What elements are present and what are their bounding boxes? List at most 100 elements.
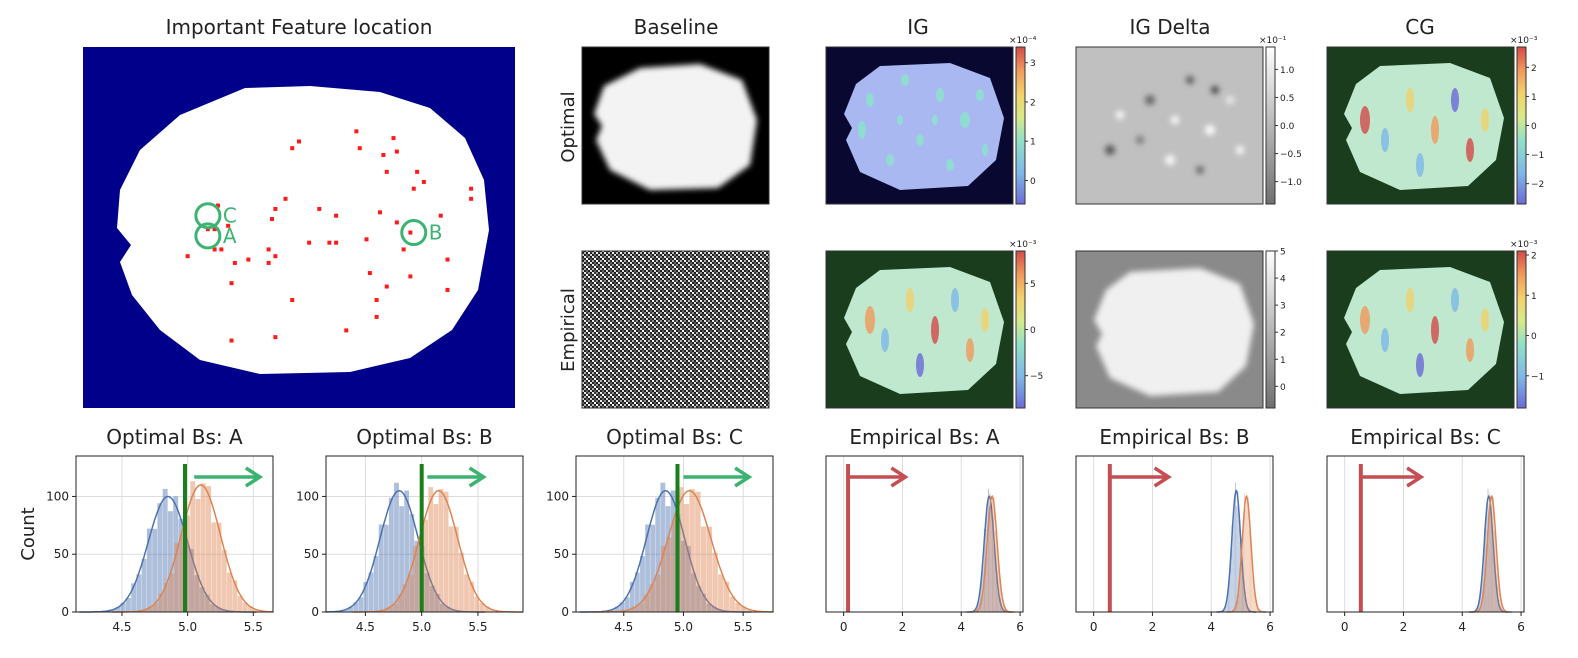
histogram-bar <box>242 602 248 612</box>
feature-map-title: Important Feature location <box>166 15 433 39</box>
feature-point <box>216 203 220 208</box>
colorbar-tick-label: 5 <box>1280 248 1286 258</box>
histogram-bar <box>158 593 164 612</box>
histogram-bar <box>672 519 678 612</box>
axes-frame <box>1075 455 1274 613</box>
histogram-bar <box>1232 524 1234 612</box>
histogram-bar <box>989 493 991 612</box>
histogram-bar <box>428 487 434 612</box>
histogram-bar <box>424 573 430 612</box>
colorbar-tick-label: 3 <box>1030 59 1036 69</box>
histogram-bar <box>1258 609 1260 612</box>
histogram-bar <box>1494 575 1496 612</box>
feature-point <box>334 213 339 218</box>
histogram-bar <box>1235 482 1236 612</box>
feature-point <box>229 281 234 286</box>
colorbars: ×10⁻⁴ 3 2 1 0 ×10⁻¹ 1.0 0.5 0.0 −0.5 −1.0 ×10⁻³ 2 1 0 −… <box>1009 36 1544 409</box>
histogram-bar <box>382 609 388 612</box>
feature-point <box>229 338 234 343</box>
histogram-bar <box>626 609 632 612</box>
colorbar-tick-label: 0.5 <box>1280 94 1294 104</box>
histogram-bar <box>997 587 999 612</box>
axes-frame <box>825 455 1024 613</box>
histogram-bar <box>392 603 398 612</box>
x-tick-label: 5.5 <box>244 620 263 634</box>
feature-point <box>226 223 231 228</box>
histogram-bar <box>474 596 480 612</box>
histogram-bar <box>1498 604 1500 612</box>
histogram-bar <box>1002 603 1004 612</box>
feature-point <box>421 179 426 184</box>
histogram-bar <box>981 595 983 612</box>
colorbar-tick-label: 2 <box>1531 64 1537 74</box>
colorbar-gradient <box>1265 46 1276 205</box>
histogram-bar <box>691 573 696 612</box>
histogram-bar <box>1243 524 1244 612</box>
y-tick-label: 50 <box>304 547 319 561</box>
histogram-bar <box>413 546 418 612</box>
colorbar-tick-label: 0 <box>1531 332 1537 342</box>
histogram-bar <box>718 574 724 612</box>
feature-point <box>185 254 190 259</box>
histogram-bar <box>363 581 369 612</box>
colorbar-tick-label: 1 <box>1531 292 1537 302</box>
histogram-bar <box>695 491 701 612</box>
histogram-bar <box>660 482 666 612</box>
histogram-bar <box>1478 602 1480 612</box>
feature-point <box>374 314 379 319</box>
histogram-bar <box>1489 496 1491 612</box>
histogram-bar <box>1248 530 1250 612</box>
histogram-bar <box>991 518 993 612</box>
colorbar-tick-label: 0 <box>1030 326 1036 336</box>
histogram-bar <box>1231 524 1233 612</box>
y-tick-label: 100 <box>296 489 319 503</box>
histogram-bar <box>1244 593 1246 612</box>
colorbar-tick-label: 0 <box>1030 177 1036 187</box>
histogram-bar <box>982 585 984 612</box>
x-tick-label: 0 <box>1090 620 1098 634</box>
histogram-bar <box>978 598 980 612</box>
histogram-bar <box>353 602 359 612</box>
histogram-bar <box>981 574 983 612</box>
histogram-bar <box>484 606 490 612</box>
histogram-bar <box>1486 540 1488 612</box>
histogram-bar <box>1240 549 1242 612</box>
histogram-bar <box>1494 530 1495 612</box>
colorbar-empirical-igdelta: 5 4 3 2 1 0 <box>1265 248 1286 409</box>
histogram-bar <box>1476 607 1478 612</box>
histogram-bar <box>1238 514 1240 612</box>
colorbar-tick-label: 2 <box>1280 329 1286 339</box>
histogram-bar <box>1485 549 1487 612</box>
feature-point <box>357 146 362 151</box>
feature-point <box>394 149 399 154</box>
brain-mask <box>117 86 489 374</box>
histogram-bar <box>1236 506 1238 612</box>
feature-point <box>273 335 278 340</box>
histogram-bar <box>1226 597 1228 612</box>
histogram-bar <box>998 576 1000 612</box>
histogram-bar <box>407 574 413 612</box>
histogram-bar <box>443 491 449 612</box>
colorbar-tick-label: −5 <box>1030 372 1043 382</box>
y-tick-label: 100 <box>546 489 569 503</box>
histogram-bar <box>1502 606 1504 612</box>
histogram-bar <box>1481 574 1483 612</box>
histogram-bar <box>438 489 444 612</box>
y-tick-label: 0 <box>311 605 319 619</box>
x-tick-label: 5.5 <box>734 620 753 634</box>
histogram-bar <box>188 549 194 612</box>
colorbar-exponent: ×10⁻³ <box>1009 240 1037 250</box>
histogram-bar <box>1480 583 1482 612</box>
histogram-bar <box>148 606 154 612</box>
histogram-bar <box>152 528 158 612</box>
histogram-bar <box>696 585 701 612</box>
histogram-bar <box>1496 555 1498 612</box>
histogram-bar <box>448 526 454 612</box>
histogram-bar <box>1233 497 1235 612</box>
histogram-bar <box>609 609 615 612</box>
histogram-bar <box>200 483 206 612</box>
x-tick-label: 4 <box>1207 620 1215 634</box>
arrow-head <box>890 466 909 488</box>
histogram-bar <box>1499 607 1501 612</box>
x-tick-label: 2 <box>1149 620 1157 634</box>
